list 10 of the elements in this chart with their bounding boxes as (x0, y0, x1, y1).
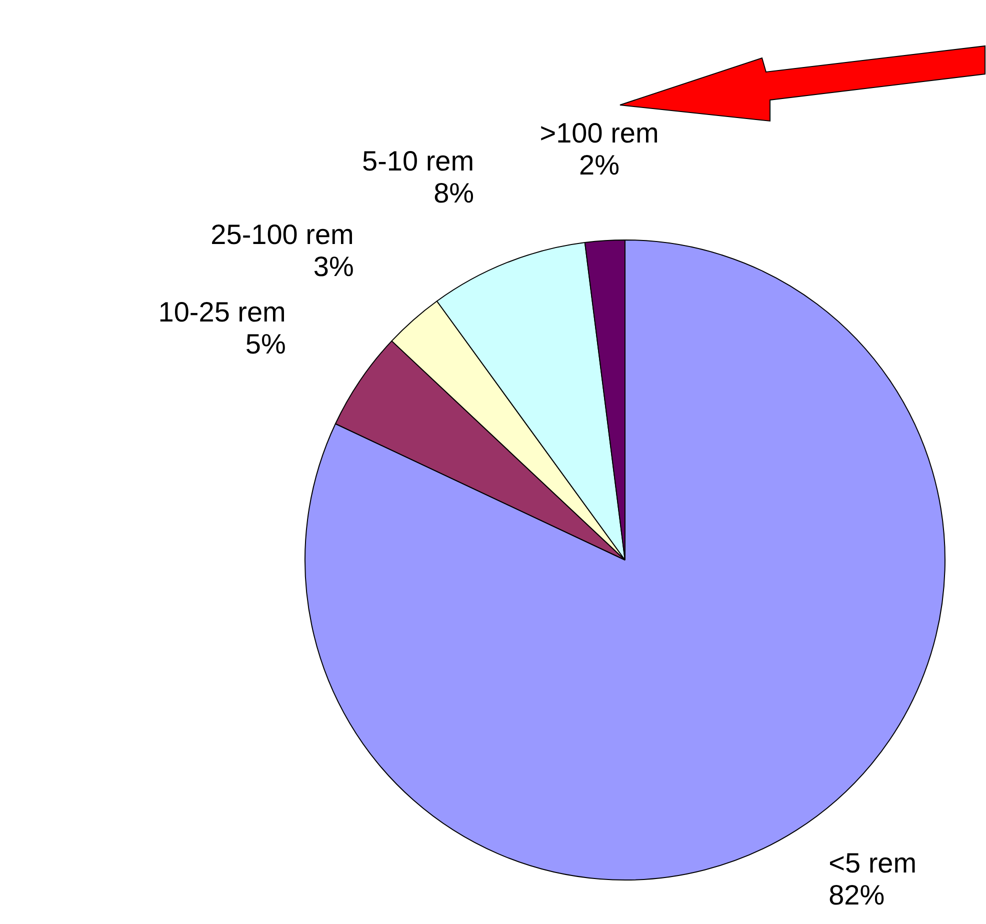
data-label: 3% (313, 251, 354, 282)
slice-label: <5 rem (828, 848, 917, 879)
slice-label: 5-10 rem (362, 146, 474, 177)
data-label: 8% (434, 178, 474, 209)
data-label: 82% (828, 880, 885, 911)
slice-label: 10-25 rem (158, 296, 286, 328)
data-label: 5% (245, 328, 286, 360)
slice-label: 25-100 rem (210, 219, 354, 250)
data-label: 2% (579, 150, 620, 181)
slice-label: >100 rem (540, 118, 659, 149)
